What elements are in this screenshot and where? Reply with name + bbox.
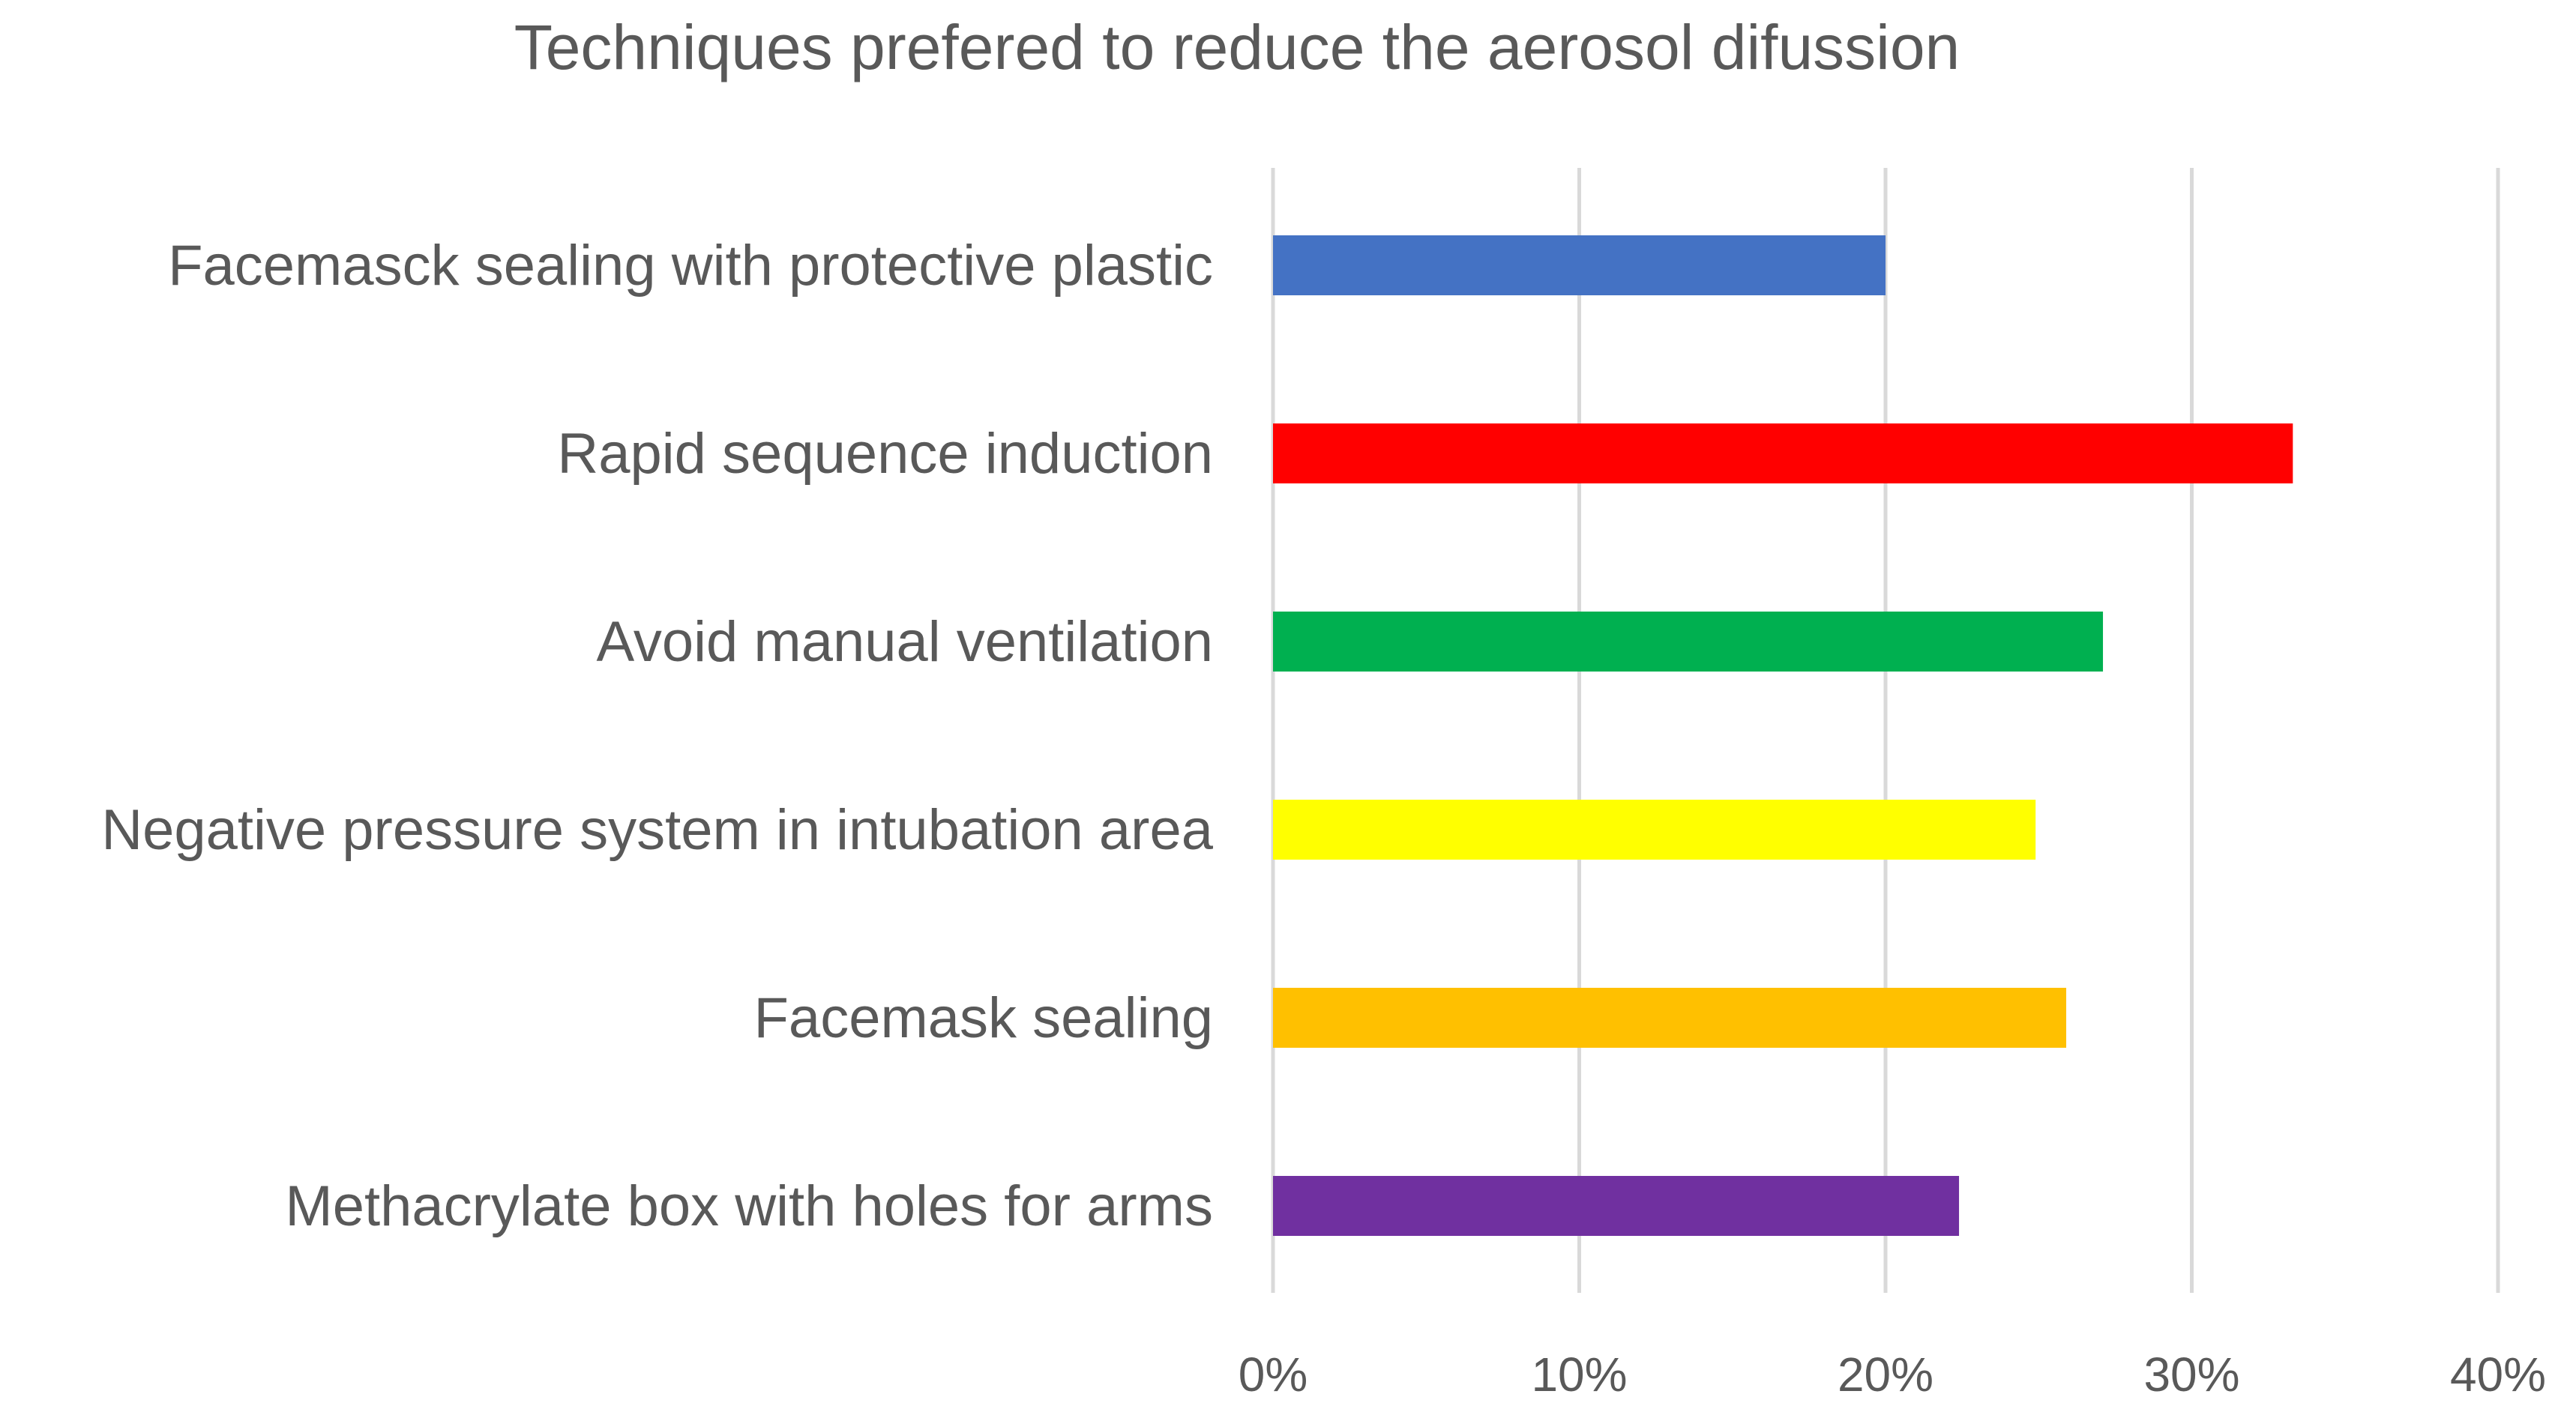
x-tick-label: 20% xyxy=(1838,1348,1933,1402)
gridlines xyxy=(1271,168,2500,1293)
category-label: Negative pressure system in intubation a… xyxy=(101,798,1214,862)
category-labels: Facemasck sealing with protective plasti… xyxy=(101,234,1214,1238)
x-axis-tick-labels: 0% 10% 20% 30% 40% xyxy=(1239,1348,2546,1402)
x-tick-label: 0% xyxy=(1239,1348,1308,1402)
bar xyxy=(1273,423,2293,483)
bar xyxy=(1273,1176,1960,1236)
category-label: Facemasck sealing with protective plasti… xyxy=(168,234,1213,298)
category-label: Rapid sequence induction xyxy=(557,422,1213,486)
category-label: Avoid manual ventilation xyxy=(597,610,1213,674)
category-label: Methacrylate box with holes for arms xyxy=(285,1174,1213,1238)
category-label: Facemask sealing xyxy=(754,986,1214,1050)
bar xyxy=(1273,988,2067,1048)
bar xyxy=(1273,800,2036,860)
x-tick-label: 10% xyxy=(1531,1348,1627,1402)
bar xyxy=(1273,235,1886,295)
bar xyxy=(1273,612,2104,672)
chart-title: Techniques prefered to reduce the aeroso… xyxy=(514,12,1960,82)
x-tick-label: 30% xyxy=(2143,1348,2239,1402)
x-tick-label: 40% xyxy=(2450,1348,2546,1402)
bars xyxy=(1273,235,2293,1236)
